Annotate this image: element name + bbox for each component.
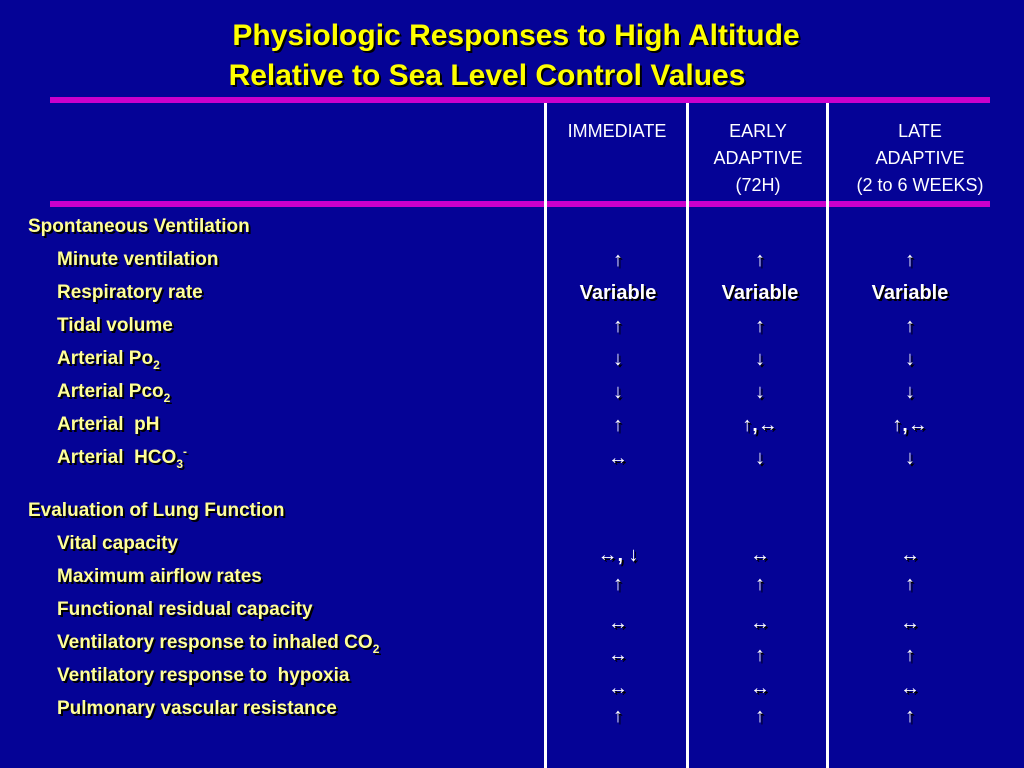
header-rule — [50, 201, 990, 207]
column-header-line: EARLY — [729, 121, 787, 141]
row-label-tidal-volume: Tidal volume — [57, 315, 173, 336]
cell-pvr-early: ↑ — [755, 705, 765, 727]
cell-frc-early: ↔ — [750, 612, 770, 634]
row-label-functional-residual-capacity: Functional residual capacity — [57, 599, 313, 620]
slide-title-line-2: Relative to Sea Level Control Values — [228, 59, 746, 92]
column-divider-1 — [544, 103, 547, 768]
cell-hypoxia-response-early: ↔ — [750, 677, 770, 699]
cell-arterial-hco3-early: ↓ — [755, 447, 765, 469]
cell-max-airflow-early: ↑ — [755, 573, 765, 595]
cell-frc-late: ↔ — [900, 612, 920, 634]
row-label-arterial-po2: Arterial Po2 — [57, 348, 160, 372]
cell-pvr-late: ↑ — [905, 705, 915, 727]
cell-pvr-immediate: ↑ — [613, 705, 623, 727]
section-heading-spontaneous-ventilation: Spontaneous Ventilation — [28, 216, 250, 237]
row-label-max-airflow-rates: Maximum airflow rates — [57, 566, 262, 587]
column-header-immediate: IMMEDIATE — [548, 118, 686, 145]
row-label-minute-ventilation: Minute ventilation — [57, 249, 219, 270]
cell-co2-response-immediate: ↔ — [608, 644, 628, 666]
cell-arterial-ph-early: ↑,↔ — [742, 414, 778, 436]
cell-max-airflow-immediate: ↑ — [613, 573, 623, 595]
column-divider-2 — [686, 103, 689, 768]
cell-respiratory-rate-immediate: Variable — [579, 282, 657, 304]
column-header-line: IMMEDIATE — [567, 121, 667, 141]
cell-tidal-volume-immediate: ↑ — [613, 315, 623, 337]
cell-arterial-pco2-early: ↓ — [755, 381, 765, 403]
column-header-line: (2 to 6 WEEKS) — [856, 175, 984, 195]
cell-max-airflow-late: ↑ — [905, 573, 915, 595]
column-header-line: ADAPTIVE — [875, 148, 965, 168]
cell-respiratory-rate-early: Variable — [721, 282, 799, 304]
cell-co2-response-early: ↑ — [755, 644, 765, 666]
column-header-line: ADAPTIVE — [713, 148, 803, 168]
cell-arterial-po2-early: ↓ — [755, 348, 765, 370]
cell-arterial-ph-late: ↑,↔ — [892, 414, 928, 436]
cell-tidal-volume-late: ↑ — [905, 315, 915, 337]
row-label-response-hypoxia: Ventilatory response to hypoxia — [57, 665, 350, 686]
cell-arterial-pco2-immediate: ↓ — [613, 381, 623, 403]
cell-hypoxia-response-late: ↔ — [900, 677, 920, 699]
row-label-arterial-ph: Arterial pH — [57, 414, 160, 435]
column-divider-3 — [826, 103, 829, 768]
row-label-arterial-pco2: Arterial Pco2 — [57, 381, 171, 405]
cell-hypoxia-response-immediate: ↔ — [608, 677, 628, 699]
cell-arterial-hco3-late: ↓ — [905, 447, 915, 469]
row-label-arterial-hco3: Arterial HCO3- — [57, 444, 187, 471]
cell-vital-capacity-late: ↔ — [900, 544, 920, 566]
cell-minute-ventilation-immediate: ↑ — [613, 249, 623, 271]
column-header-line: LATE — [898, 121, 942, 141]
cell-minute-ventilation-late: ↑ — [905, 249, 915, 271]
cell-frc-immediate: ↔ — [608, 612, 628, 634]
row-label-response-inhaled-co2: Ventilatory response to inhaled CO2 — [57, 632, 380, 656]
cell-arterial-pco2-late: ↓ — [905, 381, 915, 403]
cell-respiratory-rate-late: Variable — [871, 282, 949, 304]
cell-minute-ventilation-early: ↑ — [755, 249, 765, 271]
cell-arterial-hco3-immediate: ↔ — [608, 447, 628, 469]
row-label-pulmonary-vascular-resistance: Pulmonary vascular resistance — [57, 698, 337, 719]
top-rule — [50, 97, 990, 103]
cell-vital-capacity-immediate: ↔, ↓ — [597, 544, 639, 566]
section-heading-lung-function: Evaluation of Lung Function — [28, 500, 285, 521]
cell-arterial-ph-immediate: ↑ — [613, 414, 623, 436]
cell-arterial-po2-immediate: ↓ — [613, 348, 623, 370]
cell-arterial-po2-late: ↓ — [905, 348, 915, 370]
cell-tidal-volume-early: ↑ — [755, 315, 765, 337]
column-header-line: (72H) — [735, 175, 781, 195]
slide-title-line-1: Physiologic Responses to High Altitude — [232, 19, 800, 52]
row-label-vital-capacity: Vital capacity — [57, 533, 179, 554]
row-label-respiratory-rate: Respiratory rate — [57, 282, 203, 303]
column-header-early-adaptive: EARLY ADAPTIVE (72H) — [690, 118, 826, 199]
column-header-late-adaptive: LATE ADAPTIVE (2 to 6 WEEKS) — [830, 118, 1010, 199]
cell-vital-capacity-early: ↔ — [750, 544, 770, 566]
cell-co2-response-late: ↑ — [905, 644, 915, 666]
